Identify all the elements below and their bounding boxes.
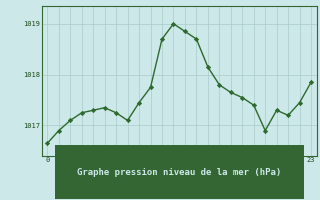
- X-axis label: Graphe pression niveau de la mer (hPa): Graphe pression niveau de la mer (hPa): [77, 168, 281, 177]
